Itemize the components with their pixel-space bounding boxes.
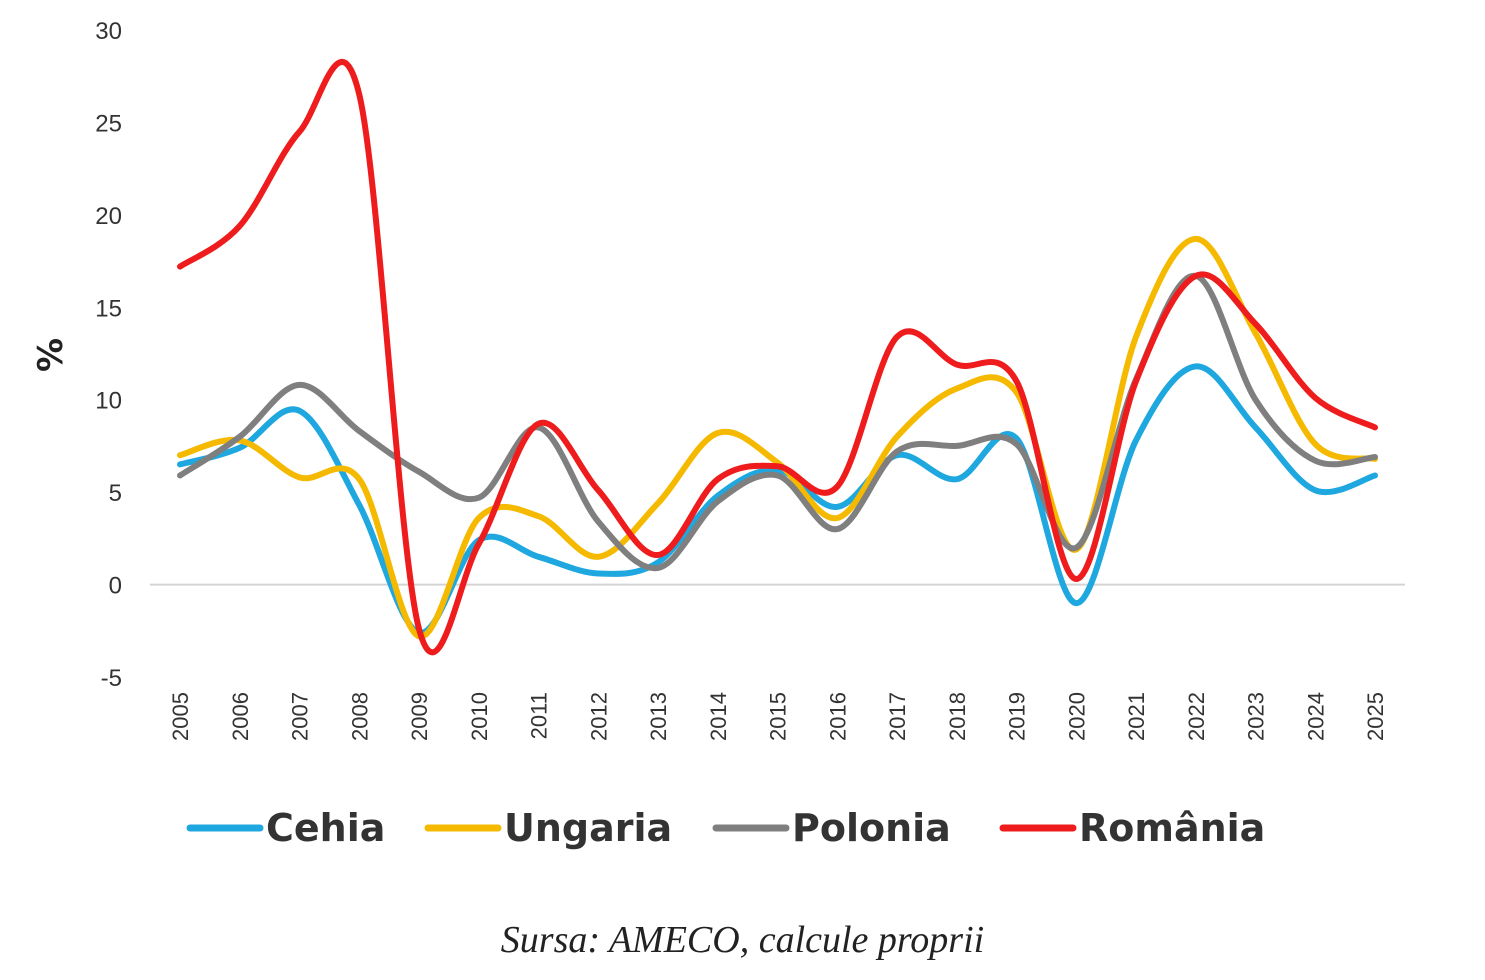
source-note: Sursa: AMECO, calcule proprii	[500, 919, 985, 961]
y-axis-label: %	[31, 338, 71, 372]
x-tick-label: 2013	[646, 692, 671, 741]
series-lines	[177, 59, 1378, 656]
y-tick-label: 5	[109, 480, 122, 507]
x-tick-label: 2016	[825, 692, 850, 741]
x-tick-label: 2007	[288, 692, 313, 741]
x-tick-label: 2012	[586, 692, 611, 741]
y-tick-label: 30	[95, 18, 122, 45]
x-tick-label: 2018	[945, 692, 970, 741]
x-tick-label: 2025	[1363, 692, 1388, 741]
x-tick-label: 2006	[228, 692, 253, 741]
y-tick-label: 15	[95, 295, 122, 322]
x-tick-label: 2014	[706, 692, 731, 741]
x-tick-label: 2009	[407, 692, 432, 741]
x-tick-label: 2020	[1064, 692, 1089, 741]
x-tick-label: 2008	[347, 692, 372, 741]
x-tick-label: 2022	[1184, 692, 1209, 741]
x-ticks: 2005 2006 2007 2008 2009 2010 2011 2012 2013 2014…	[168, 692, 1388, 741]
x-tick-label: 2011	[527, 692, 552, 739]
y-ticks: -5 0 5 10 15 20 25 30	[95, 18, 122, 692]
legend: Cehia Ungaria Polonia România	[186, 806, 1265, 850]
legend-label: Ungaria	[504, 806, 672, 850]
series-line-cehia	[177, 363, 1378, 636]
x-tick-label: 2019	[1005, 692, 1030, 741]
x-tick-label: 2015	[766, 692, 791, 741]
y-tick-label: 25	[95, 110, 122, 137]
x-tick-label: 2023	[1244, 692, 1269, 741]
x-tick-label: 2021	[1124, 692, 1149, 741]
legend-label: Polonia	[792, 806, 951, 850]
legend-label: Cehia	[266, 806, 385, 850]
series-line-ungaria	[177, 235, 1378, 640]
x-tick-label: 2017	[885, 692, 910, 741]
legend-label: România	[1079, 806, 1265, 850]
y-tick-label: -5	[101, 665, 122, 692]
y-tick-label: 0	[109, 573, 122, 600]
y-tick-label: 20	[95, 203, 122, 230]
x-tick-label: 2005	[168, 692, 193, 741]
series-line-polonia	[177, 272, 1378, 572]
y-tick-label: 10	[95, 388, 122, 415]
x-tick-label: 2010	[467, 692, 492, 741]
series-line-romnia	[177, 59, 1378, 656]
x-tick-label: 2024	[1303, 692, 1328, 741]
